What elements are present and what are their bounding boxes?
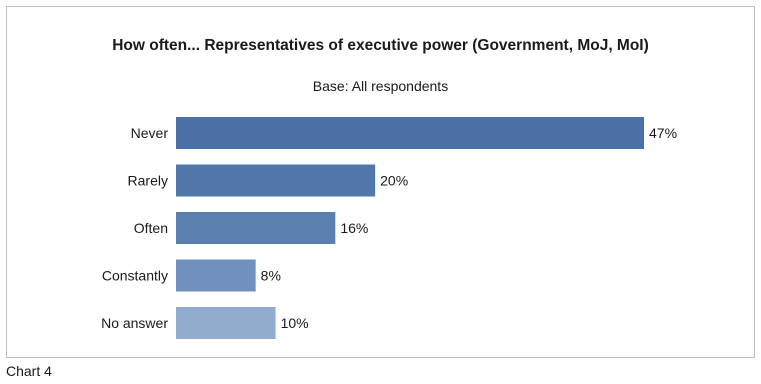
category-label: Never [131,125,169,141]
bar-value-label: 16% [340,220,368,236]
bar [176,164,376,197]
bar-value-label: 10% [281,315,309,331]
bar-value-label: 20% [380,173,408,189]
bar [176,212,336,244]
bar [176,259,256,292]
bar [176,307,276,339]
chart-frame: How often... Representatives of executiv… [6,6,755,358]
category-label: Constantly [102,268,168,284]
category-label: No answer [101,315,168,331]
category-label: Often [134,220,168,236]
category-label: Rarely [128,173,168,189]
chart-subtitle: Base: All respondents [312,78,449,94]
bar-value-label: 47% [649,125,677,141]
chart-title: How often... Representatives of executiv… [112,37,649,54]
bar-value-label: 8% [261,268,281,284]
bar [176,117,644,149]
chart-caption: Chart 4 [6,363,52,379]
